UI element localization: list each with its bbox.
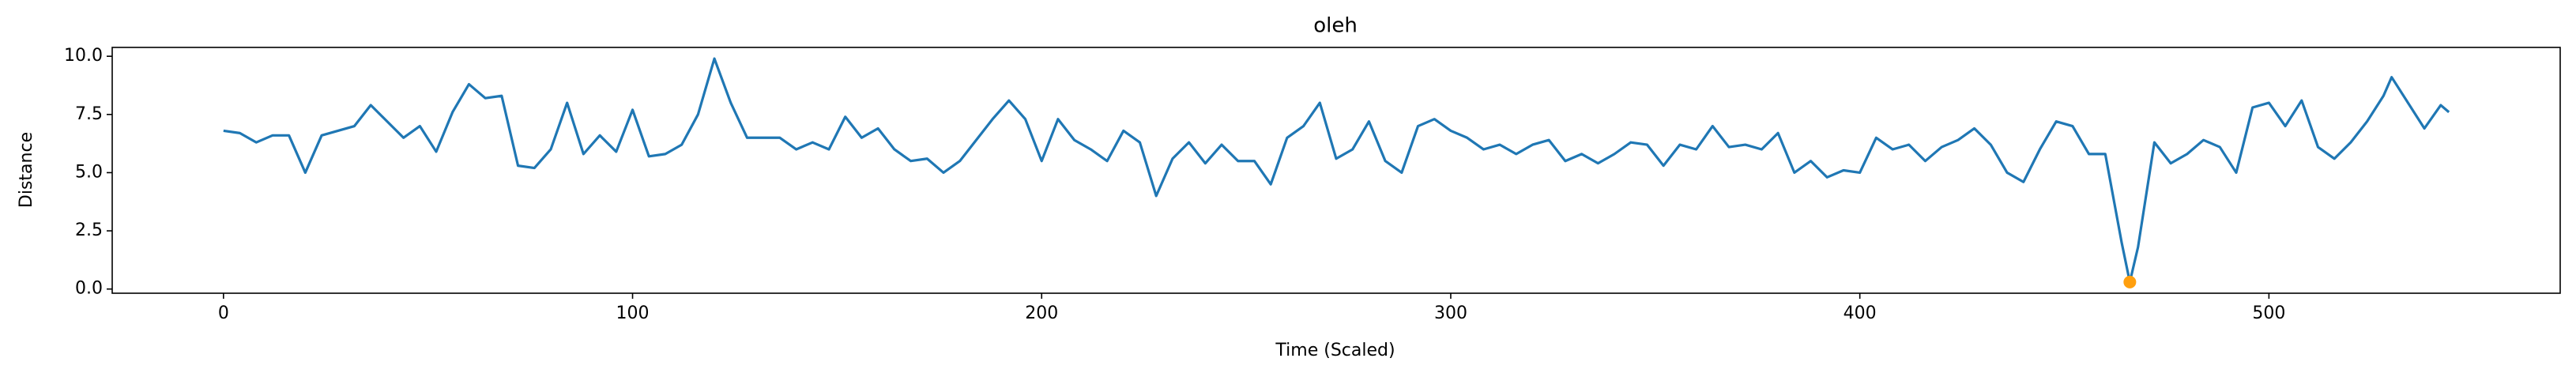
y-tick-label: 0.0 (75, 279, 103, 299)
y-tick-label: 7.5 (75, 104, 103, 124)
data-line (223, 57, 2450, 284)
x-tick-label: 500 (2252, 303, 2285, 323)
y-axis-label: Distance (17, 132, 36, 208)
y-tick-label: 5.0 (75, 162, 103, 182)
x-axis-label: Time (Scaled) (1275, 341, 1395, 360)
plot-frame (111, 47, 2561, 294)
y-tick-label: 2.5 (75, 221, 103, 240)
highlight-point (2123, 275, 2137, 288)
x-tick-label: 100 (616, 303, 650, 323)
x-tick-label: 0 (218, 303, 229, 323)
chart-title: oleh (1313, 14, 1358, 38)
x-tick-label: 300 (1434, 303, 1467, 323)
y-tick-label: 10.0 (64, 46, 103, 66)
x-tick-label: 400 (1843, 303, 1877, 323)
x-tick-label: 200 (1025, 303, 1058, 323)
